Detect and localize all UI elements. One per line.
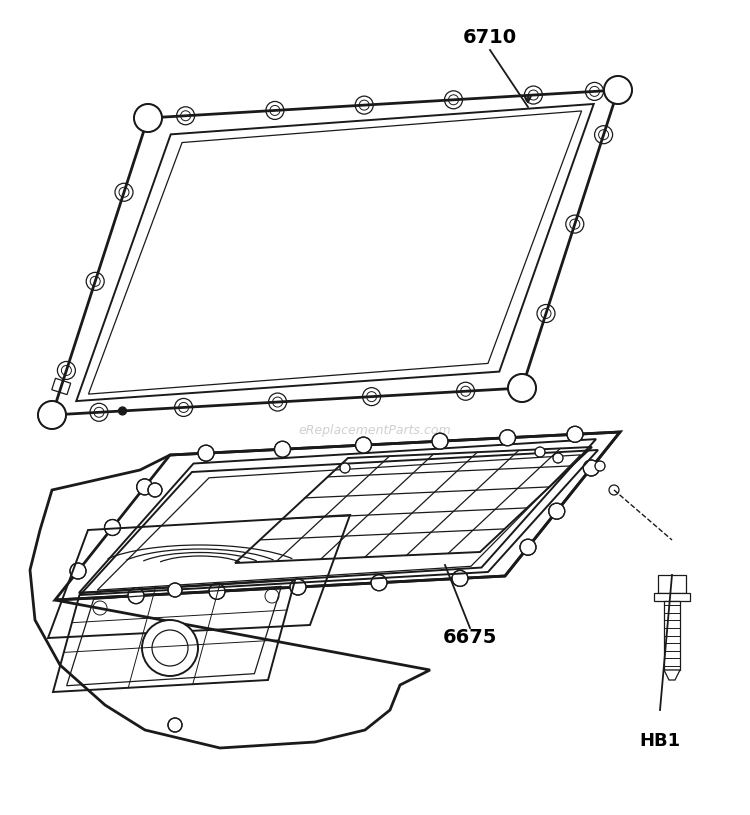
Polygon shape [664,670,680,680]
Circle shape [567,426,583,443]
Circle shape [134,104,162,132]
Circle shape [104,519,121,535]
Circle shape [168,583,182,597]
Text: eReplacementParts.com: eReplacementParts.com [298,424,452,437]
Circle shape [168,718,182,732]
Circle shape [432,434,448,449]
Circle shape [356,437,371,453]
Text: 6710: 6710 [463,28,517,47]
Circle shape [274,441,290,457]
Circle shape [38,401,66,429]
Circle shape [209,584,225,599]
Circle shape [290,579,306,595]
Circle shape [118,407,127,415]
Text: HB1: HB1 [640,732,680,750]
Circle shape [340,463,350,473]
Polygon shape [658,575,686,593]
Circle shape [584,460,599,476]
Polygon shape [654,593,690,601]
Circle shape [500,430,515,446]
Circle shape [549,503,565,519]
Circle shape [136,479,153,495]
Circle shape [553,453,563,463]
Circle shape [508,374,536,402]
Text: 6675: 6675 [442,628,497,647]
Circle shape [604,76,632,104]
Circle shape [609,485,619,495]
Circle shape [70,563,86,579]
Circle shape [371,575,387,591]
Circle shape [128,588,144,604]
Circle shape [142,620,198,676]
Circle shape [148,483,162,497]
Circle shape [535,447,545,457]
Circle shape [198,445,214,461]
Circle shape [595,461,605,471]
Polygon shape [664,601,680,670]
Circle shape [452,570,468,587]
Circle shape [520,540,536,555]
Circle shape [158,653,172,667]
